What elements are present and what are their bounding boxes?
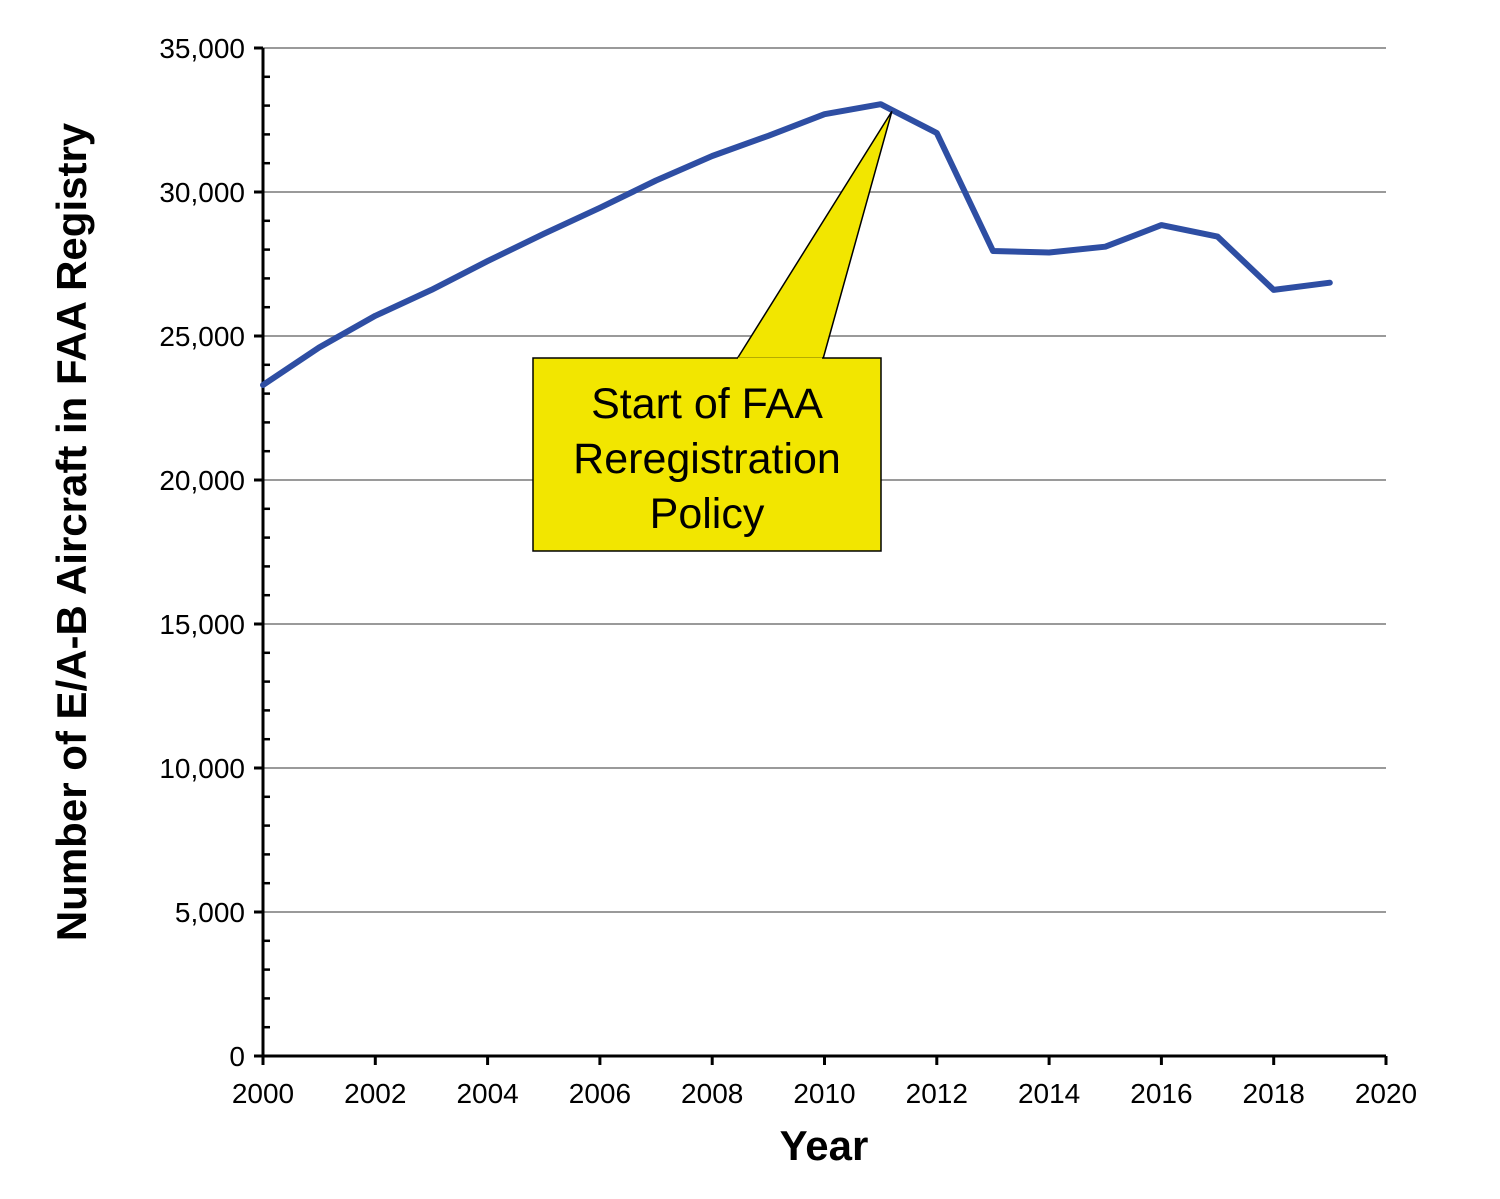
y-tick-label: 5,000 (175, 897, 245, 928)
y-tick-label: 35,000 (159, 33, 245, 64)
x-tick-label: 2010 (793, 1078, 855, 1109)
x-tick-label: 2014 (1018, 1078, 1080, 1109)
y-tick-label: 30,000 (159, 177, 245, 208)
callout-text-line: Policy (650, 490, 765, 538)
y-tick-label: 15,000 (159, 609, 245, 640)
y-tick-label: 10,000 (159, 753, 245, 784)
x-tick-label: 2008 (681, 1078, 743, 1109)
y-tick-label: 20,000 (159, 465, 245, 496)
annotation-callout: Start of FAA Reregistration Policy (532, 110, 893, 552)
callout-text-line: Reregistration (573, 435, 841, 483)
x-axis-title: Year (780, 1122, 869, 1169)
y-tick-label: 0 (229, 1041, 245, 1072)
callout-box (532, 357, 882, 552)
x-tick-label: 2020 (1355, 1078, 1417, 1109)
y-tick-label: 25,000 (159, 321, 245, 352)
series-layer (260, 101, 1333, 388)
axes (261, 48, 1386, 1058)
callout-pointer (735, 110, 893, 360)
x-tick-label: 2004 (456, 1078, 518, 1109)
callout-text-line: Start of FAA (591, 380, 823, 428)
ticks: 0 5,000 10,000 15,000 20,000 25,000 30,000 35,0… (159, 33, 1417, 1109)
x-tick-label: 2000 (232, 1078, 294, 1109)
series-line (260, 101, 1333, 388)
x-tick-label: 2016 (1130, 1078, 1192, 1109)
x-tick-label: 2002 (344, 1078, 406, 1109)
y-axis-title: Number of E/A-B Aircraft in FAA Registry (48, 122, 95, 941)
x-tick-label: 2006 (569, 1078, 631, 1109)
x-tick-label: 2018 (1243, 1078, 1305, 1109)
x-tick-label: 2012 (906, 1078, 968, 1109)
